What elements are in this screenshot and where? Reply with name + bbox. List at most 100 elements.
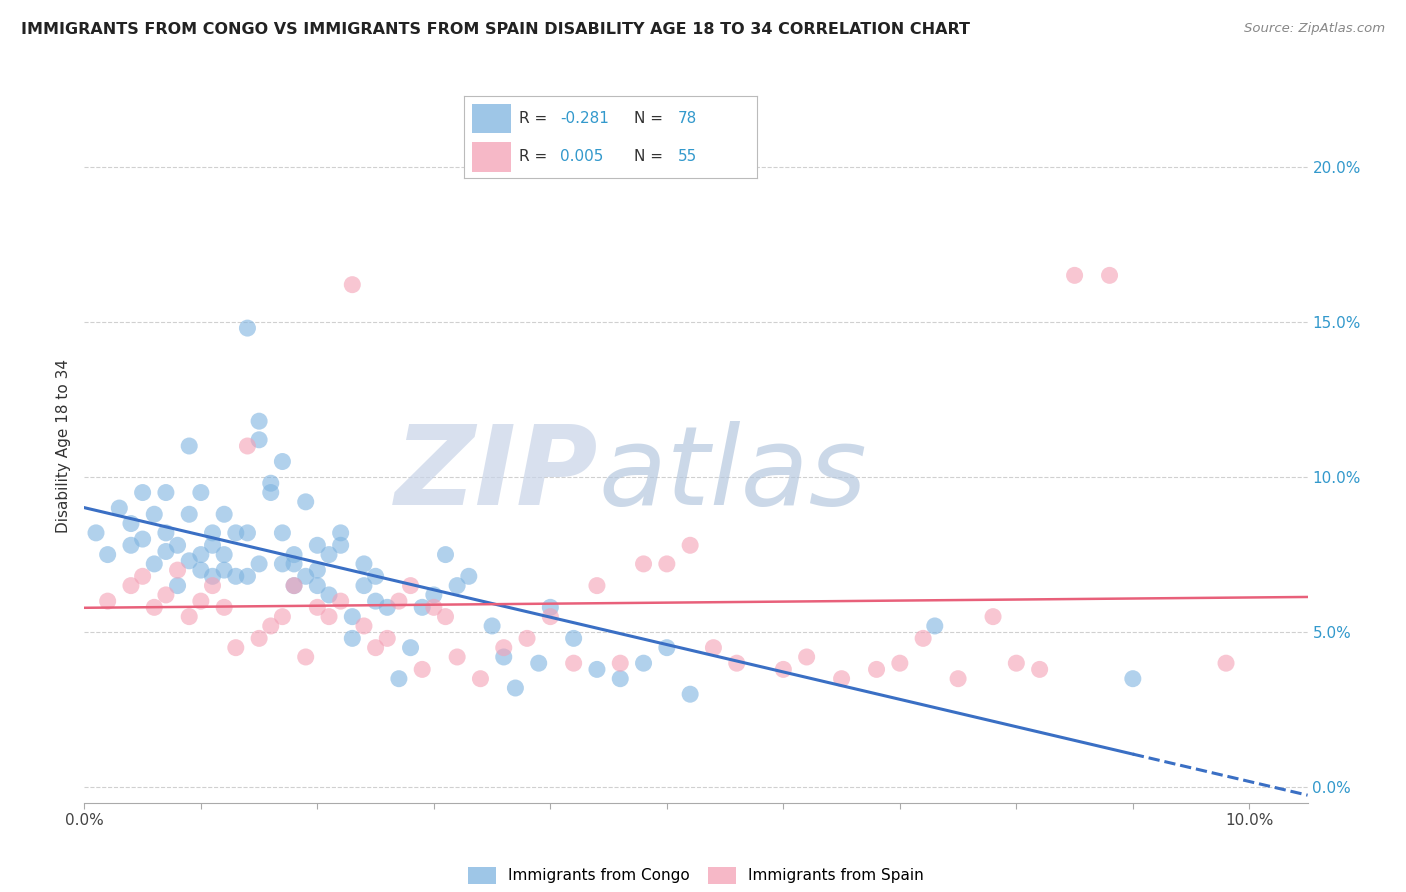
Point bbox=[865, 662, 887, 676]
Point bbox=[131, 532, 153, 546]
Point bbox=[155, 544, 177, 558]
Point bbox=[423, 600, 446, 615]
Point bbox=[1063, 268, 1085, 283]
Point bbox=[924, 619, 946, 633]
Point bbox=[1215, 656, 1237, 670]
Legend: Immigrants from Congo, Immigrants from Spain: Immigrants from Congo, Immigrants from S… bbox=[463, 861, 929, 890]
Point bbox=[260, 619, 283, 633]
Point bbox=[307, 563, 329, 577]
Point bbox=[411, 600, 433, 615]
Point bbox=[247, 414, 270, 428]
Point bbox=[946, 672, 969, 686]
Point bbox=[166, 579, 188, 593]
Point bbox=[1005, 656, 1028, 670]
Point bbox=[179, 609, 201, 624]
Text: ZIP: ZIP bbox=[395, 421, 598, 528]
Point bbox=[375, 600, 398, 615]
Point bbox=[364, 569, 387, 583]
Point bbox=[143, 557, 166, 571]
Point bbox=[388, 594, 411, 608]
Point bbox=[609, 672, 631, 686]
Point bbox=[201, 538, 224, 552]
Point bbox=[505, 681, 527, 695]
Point bbox=[772, 662, 794, 676]
Point bbox=[294, 569, 316, 583]
Point bbox=[190, 548, 212, 562]
Point bbox=[247, 433, 270, 447]
Point bbox=[155, 485, 177, 500]
Point bbox=[492, 640, 515, 655]
Point bbox=[212, 548, 235, 562]
Text: Source: ZipAtlas.com: Source: ZipAtlas.com bbox=[1244, 22, 1385, 36]
Text: IMMIGRANTS FROM CONGO VS IMMIGRANTS FROM SPAIN DISABILITY AGE 18 TO 34 CORRELATI: IMMIGRANTS FROM CONGO VS IMMIGRANTS FROM… bbox=[21, 22, 970, 37]
Point bbox=[434, 548, 457, 562]
Point bbox=[120, 516, 142, 531]
Point bbox=[236, 439, 259, 453]
Point bbox=[329, 525, 352, 540]
Point bbox=[260, 485, 283, 500]
Point bbox=[375, 632, 398, 646]
Point bbox=[236, 321, 259, 335]
Point bbox=[212, 600, 235, 615]
Point bbox=[236, 569, 259, 583]
Point bbox=[912, 632, 935, 646]
Point bbox=[457, 569, 479, 583]
Point bbox=[609, 656, 631, 670]
Point bbox=[201, 525, 224, 540]
Point bbox=[981, 609, 1004, 624]
Point bbox=[190, 563, 212, 577]
Point bbox=[399, 579, 422, 593]
Point bbox=[446, 579, 468, 593]
Point bbox=[889, 656, 911, 670]
Point bbox=[283, 579, 305, 593]
Point bbox=[470, 672, 492, 686]
Point bbox=[190, 594, 212, 608]
Point bbox=[212, 508, 235, 522]
Point bbox=[434, 609, 457, 624]
Point bbox=[283, 548, 305, 562]
Point bbox=[562, 656, 585, 670]
Point bbox=[131, 569, 153, 583]
Point bbox=[155, 525, 177, 540]
Point bbox=[318, 609, 340, 624]
Point bbox=[342, 609, 364, 624]
Point bbox=[364, 640, 387, 655]
Point bbox=[329, 538, 352, 552]
Point bbox=[271, 525, 294, 540]
Point bbox=[179, 508, 201, 522]
Point bbox=[166, 563, 188, 577]
Point bbox=[481, 619, 503, 633]
Point bbox=[307, 579, 329, 593]
Point bbox=[562, 632, 585, 646]
Point bbox=[283, 579, 305, 593]
Point bbox=[1098, 268, 1121, 283]
Point bbox=[236, 525, 259, 540]
Point bbox=[364, 594, 387, 608]
Point bbox=[120, 538, 142, 552]
Point bbox=[225, 640, 247, 655]
Point bbox=[97, 548, 120, 562]
Point bbox=[271, 557, 294, 571]
Point bbox=[679, 538, 702, 552]
Point bbox=[84, 525, 107, 540]
Point bbox=[143, 600, 166, 615]
Point bbox=[342, 277, 364, 292]
Point bbox=[131, 485, 153, 500]
Point bbox=[155, 588, 177, 602]
Point bbox=[190, 485, 212, 500]
Point bbox=[796, 650, 818, 665]
Point bbox=[179, 439, 201, 453]
Point bbox=[633, 557, 655, 571]
Point bbox=[225, 525, 247, 540]
Point bbox=[294, 650, 316, 665]
Point bbox=[527, 656, 550, 670]
Point bbox=[342, 632, 364, 646]
Point bbox=[655, 640, 678, 655]
Point bbox=[318, 548, 340, 562]
Point bbox=[271, 454, 294, 468]
Text: atlas: atlas bbox=[598, 421, 866, 528]
Point bbox=[201, 579, 224, 593]
Y-axis label: Disability Age 18 to 34: Disability Age 18 to 34 bbox=[56, 359, 72, 533]
Point bbox=[143, 508, 166, 522]
Point bbox=[353, 579, 375, 593]
